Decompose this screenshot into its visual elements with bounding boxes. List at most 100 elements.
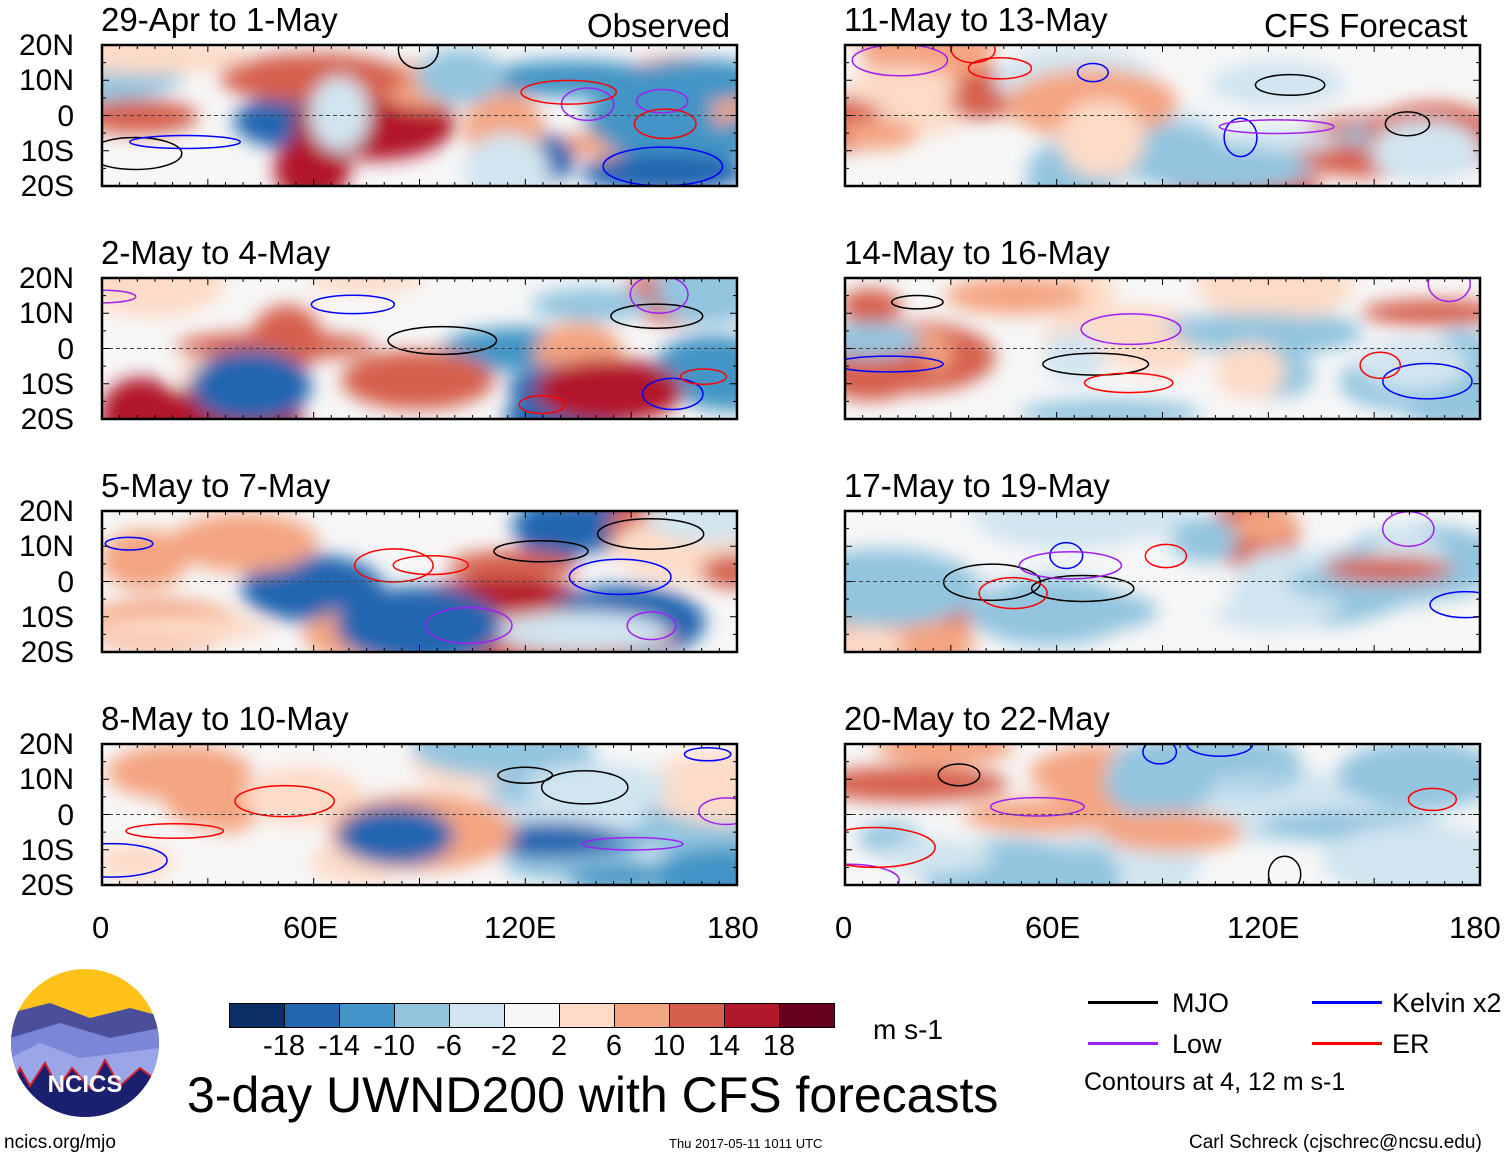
colorbar-swatch (285, 1004, 340, 1027)
contour-line (698, 797, 737, 826)
panel-frame (843, 43, 1482, 188)
lat-label: 0 (57, 332, 74, 366)
contour-line (497, 766, 554, 784)
wind-anomaly-region (580, 153, 737, 186)
colorbar-tick-label: 2 (550, 1030, 568, 1062)
colorbar-swatch (505, 1004, 560, 1027)
figure-title: 3-day UWND200 with CFS forecasts (187, 1067, 999, 1123)
map-panel (843, 742, 1482, 887)
wind-anomaly-region (480, 821, 621, 858)
wind-anomaly-region (845, 322, 923, 359)
wind-anomaly-region (845, 288, 902, 325)
contour-line (1083, 372, 1174, 394)
contour-line (1384, 111, 1431, 137)
wind-anomaly-region (102, 99, 199, 135)
panel-title: 2-May to 4-May (101, 234, 331, 271)
panel-frame (100, 742, 739, 887)
panel-frame (100, 276, 739, 421)
colorbar-tick-label: 18 (762, 1030, 796, 1062)
wind-anomaly-region (243, 766, 364, 826)
wind-anomaly-region (1361, 299, 1480, 326)
colorbar-swatch (230, 1004, 285, 1027)
wind-anomaly-region (845, 66, 958, 109)
wind-anomaly-region (566, 865, 669, 885)
contour-line (845, 863, 900, 885)
legend-er: ER (1392, 1029, 1430, 1059)
colorbar-tick-label: -10 (373, 1030, 415, 1062)
wind-anomaly-region (337, 805, 454, 866)
map-panel (100, 742, 739, 887)
wind-anomaly-region (1214, 343, 1286, 400)
contour-line (1223, 117, 1258, 158)
contour-line (1030, 574, 1135, 603)
forecast-label: CFS Forecast (1264, 7, 1468, 44)
lat-label: 10N (18, 763, 74, 797)
contour-line (493, 539, 589, 563)
map-panel (843, 509, 1482, 654)
contour-line (937, 763, 981, 787)
lat-label: 0 (57, 798, 74, 832)
footer-url[interactable]: ncics.org/mjo (4, 1132, 116, 1153)
colorbar-swatch (725, 1004, 780, 1027)
contour-line (581, 836, 684, 851)
panel-frame (100, 509, 739, 654)
colorbar-tick-label: 6 (605, 1030, 623, 1062)
wind-anomaly-region (845, 548, 980, 627)
lon-label: 120E (1227, 910, 1300, 945)
contour-line (1080, 313, 1182, 346)
contour-line (967, 57, 1033, 80)
ncics-logo: NCICS (11, 969, 159, 1117)
contour-line (1359, 351, 1402, 380)
lat-label: 20S (20, 403, 74, 436)
colorbar-tick-label: -2 (491, 1030, 517, 1062)
lat-label: 20S (20, 636, 74, 669)
lat-label: 20N (18, 495, 74, 528)
contour-line (518, 394, 566, 415)
panel-title: 5-May to 7-May (101, 467, 331, 504)
contour-line (1407, 787, 1458, 812)
lon-label: 180 (1449, 910, 1501, 945)
wind-anomaly-region (845, 766, 1009, 802)
wind-anomaly-region (1323, 556, 1453, 583)
contour-line (102, 136, 183, 171)
wind-anomaly-region (102, 843, 174, 882)
footer-author: Carl Schreck (cjschrec@ncsu.edu) (1189, 1132, 1482, 1153)
contour-line (851, 45, 949, 77)
mjo-legend-line (1088, 1001, 1158, 1004)
wind-anomaly-region (305, 278, 424, 294)
wind-anomaly-region (967, 575, 1131, 646)
lon-label: 60E (1025, 910, 1081, 945)
colorbar (229, 1003, 835, 1028)
wind-anomaly-region (171, 512, 319, 573)
observed-label: Observed (587, 7, 731, 44)
panel-frame (843, 742, 1482, 887)
contour-line (845, 826, 936, 869)
contour-line (1018, 551, 1123, 580)
lat-label: 0 (57, 565, 74, 599)
contour-line (989, 796, 1085, 817)
wind-anomaly-region (652, 846, 737, 885)
lat-label: 10S (20, 367, 74, 401)
contour-line (520, 79, 618, 105)
wind-anomaly-region (341, 350, 495, 410)
contour-line (845, 355, 944, 373)
contour-line (942, 563, 1042, 602)
wind-anomaly-region (1058, 99, 1145, 178)
wind-anomaly-region (102, 278, 226, 318)
colorbar-tick-label: -6 (436, 1030, 462, 1062)
lon-label: 180 (707, 910, 759, 945)
wind-anomaly-region (416, 48, 506, 105)
contour-line (102, 842, 168, 878)
contour-line (890, 294, 944, 310)
contour-line (610, 303, 704, 329)
lat-label: 20S (20, 869, 74, 902)
lat-label: 10N (18, 297, 74, 331)
contour-note: Contours at 4, 12 m s-1 (1084, 1068, 1346, 1096)
contour-line (1254, 73, 1326, 97)
wind-anomaly-region (627, 58, 737, 103)
colorbar-swatch (395, 1004, 450, 1027)
wind-anomaly-region (1320, 823, 1480, 885)
wind-anomaly-region (1104, 748, 1214, 818)
contour-line (387, 325, 498, 356)
wind-anomaly-region (700, 554, 737, 589)
